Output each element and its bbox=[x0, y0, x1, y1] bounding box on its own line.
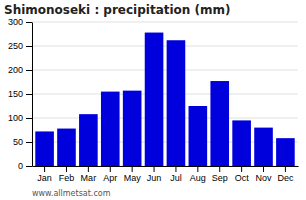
y-tick-mark bbox=[26, 94, 32, 95]
x-tick: Aug bbox=[190, 166, 206, 183]
y-tick: 50 bbox=[13, 137, 32, 147]
x-tick-label: Nov bbox=[256, 173, 273, 183]
y-tick: 0 bbox=[18, 161, 32, 171]
bar bbox=[232, 120, 251, 166]
plot: Jan Feb Mar Apr May Jun Jul Aug Sep Oct Nov Dec 0 50 1… bbox=[8, 17, 299, 183]
grid-line bbox=[32, 22, 298, 23]
x-tick-label: Jan bbox=[37, 173, 52, 183]
y-tick-label: 0 bbox=[18, 161, 23, 171]
y-tick-label: 250 bbox=[8, 41, 23, 51]
bar bbox=[167, 40, 186, 166]
x-tick: Dec bbox=[277, 166, 294, 183]
x-tick-label: Feb bbox=[59, 173, 75, 183]
grid bbox=[32, 22, 298, 166]
y-tick: 150 bbox=[8, 89, 32, 99]
x-tick: Nov bbox=[256, 166, 273, 183]
bar bbox=[123, 91, 142, 166]
bar bbox=[35, 131, 54, 166]
y-tick: 100 bbox=[8, 113, 32, 123]
y-tick-mark bbox=[26, 118, 32, 119]
bar bbox=[254, 128, 273, 166]
bars bbox=[35, 33, 294, 166]
x-tick-label: May bbox=[124, 173, 142, 183]
y-axis-line bbox=[32, 23, 33, 167]
x-tick-mark bbox=[154, 166, 155, 172]
x-tick-mark bbox=[285, 166, 286, 172]
x-tick: May bbox=[124, 166, 142, 183]
bar bbox=[57, 129, 76, 166]
x-tick-mark bbox=[263, 166, 264, 172]
x-tick-label: Mar bbox=[81, 173, 97, 183]
x-tick: Jan bbox=[37, 166, 52, 183]
x-tick-mark bbox=[219, 166, 220, 172]
x-tick: Jun bbox=[147, 166, 162, 183]
x-tick-mark bbox=[110, 166, 111, 172]
y-tick-label: 150 bbox=[8, 89, 23, 99]
chart: Jan Feb Mar Apr May Jun Jul Aug Sep Oct Nov Dec 0 50 1… bbox=[0, 0, 306, 200]
x-tick-label: Dec bbox=[277, 173, 294, 183]
x-tick: Mar bbox=[81, 166, 97, 183]
x-tick-mark bbox=[132, 166, 133, 172]
y-axis: 0 50 100 150 200 250 300 bbox=[8, 17, 33, 171]
x-tick-label: Aug bbox=[190, 173, 206, 183]
x-tick-mark bbox=[175, 166, 176, 172]
x-tick: Sep bbox=[212, 166, 228, 183]
x-tick-label: Apr bbox=[103, 173, 117, 183]
y-tick: 200 bbox=[8, 65, 32, 75]
x-tick-label: Oct bbox=[235, 173, 250, 183]
y-tick-mark bbox=[26, 142, 32, 143]
x-tick: Apr bbox=[103, 166, 117, 183]
y-tick: 300 bbox=[8, 17, 32, 27]
grid-line bbox=[32, 70, 298, 71]
y-tick-label: 50 bbox=[13, 137, 23, 147]
bar bbox=[79, 114, 98, 166]
y-tick-label: 300 bbox=[8, 17, 23, 27]
y-tick: 250 bbox=[8, 41, 32, 51]
x-tick-label: Jun bbox=[147, 173, 162, 183]
watermark: www.allmetsat.com bbox=[32, 189, 111, 198]
x-tick: Oct bbox=[235, 166, 250, 183]
x-tick: Jul bbox=[170, 166, 182, 183]
x-tick-mark bbox=[44, 166, 45, 172]
x-tick-mark bbox=[241, 166, 242, 172]
x-axis: Jan Feb Mar Apr May Jun Jul Aug Sep Oct Nov Dec bbox=[33, 166, 299, 183]
x-axis-line bbox=[33, 166, 299, 167]
bar bbox=[189, 106, 208, 166]
x-tick-label: Sep bbox=[212, 173, 228, 183]
grid-line bbox=[32, 94, 298, 95]
bar bbox=[276, 138, 295, 166]
y-tick-mark bbox=[26, 166, 32, 167]
x-tick: Feb bbox=[59, 166, 75, 183]
x-tick-mark bbox=[88, 166, 89, 172]
bar bbox=[145, 33, 164, 166]
y-tick-mark bbox=[26, 22, 32, 23]
x-tick-mark bbox=[197, 166, 198, 172]
y-tick-label: 100 bbox=[8, 113, 23, 123]
grid-line bbox=[32, 46, 298, 47]
x-tick-mark bbox=[66, 166, 67, 172]
y-tick-mark bbox=[26, 46, 32, 47]
title: Shimonoseki : precipitation (mm) bbox=[4, 3, 231, 17]
bar bbox=[210, 81, 229, 166]
bar bbox=[101, 92, 120, 166]
y-tick-label: 200 bbox=[8, 65, 23, 75]
y-tick-mark bbox=[26, 70, 32, 71]
grid-line bbox=[32, 118, 298, 119]
x-tick-label: Jul bbox=[170, 173, 182, 183]
